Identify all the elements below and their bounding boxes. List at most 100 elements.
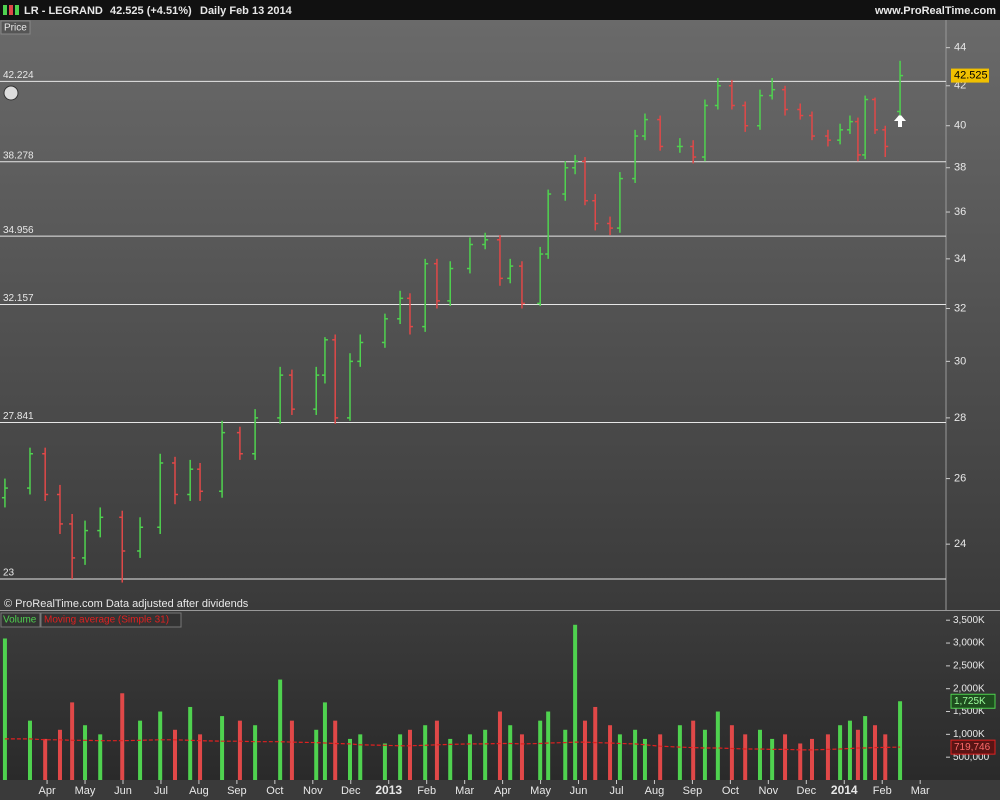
volume-bar <box>729 725 734 780</box>
y-tick-label: 38 <box>954 162 966 174</box>
volume-bar <box>582 720 587 780</box>
y-tick-label: 36 <box>954 206 966 218</box>
x-tick-label: Jun <box>114 785 132 797</box>
marks: 24 26 28 30 32 34 36 38 40 42 44 42.224 38.278 34.956… <box>0 42 996 797</box>
y-tick-label: 28 <box>954 412 966 424</box>
volume-bar <box>770 738 775 780</box>
x-tick-label: Sep <box>227 785 247 797</box>
x-tick-label: Apr <box>494 785 511 797</box>
icon <box>3 5 7 15</box>
volume-bar <box>519 734 524 780</box>
level-label: 23 <box>3 568 15 579</box>
x-tick-label: 2014 <box>831 783 858 797</box>
x-tick-label: Sep <box>683 785 703 797</box>
volume-bar <box>633 729 638 780</box>
level-label: 42.224 <box>3 70 34 81</box>
x-tick-label: Mar <box>911 785 930 797</box>
volume-bar <box>120 693 125 780</box>
x-tick-label: May <box>75 785 96 797</box>
level-label: 38.278 <box>3 150 34 161</box>
x-tick-label: Apr <box>39 785 56 797</box>
x-tick-label: 2013 <box>375 783 402 797</box>
y-tick-label: 24 <box>954 538 966 550</box>
y-tick-label: 1,000K <box>953 729 985 740</box>
x-tick-label: Feb <box>417 785 436 797</box>
volume-bar <box>508 725 513 780</box>
volume-bar <box>448 738 453 780</box>
quote: 42.525 (+4.51%) <box>110 5 192 17</box>
volume-bar <box>382 743 387 780</box>
volume-bar <box>314 729 319 780</box>
volume-bar <box>434 720 439 780</box>
y-tick-label: 34 <box>954 253 966 265</box>
header-bar <box>0 0 1000 20</box>
y-tick-label: 44 <box>954 42 966 54</box>
price-axis <box>946 20 1000 610</box>
volume-bar <box>358 734 363 780</box>
volume-bar <box>278 679 283 780</box>
y-tick-label: 2,500K <box>953 661 985 672</box>
last-value-box <box>950 739 996 755</box>
x-tick-label: Jul <box>154 785 168 797</box>
y-tick-label: 30 <box>954 355 966 367</box>
volume-bar <box>538 720 543 780</box>
price-panel <box>0 20 946 610</box>
volume-bar <box>642 738 647 780</box>
icon <box>9 5 13 15</box>
y-tick-label: 1,500K <box>953 706 985 717</box>
volume-bar <box>825 734 830 780</box>
volume-bar <box>83 725 88 780</box>
y-tick-label: 42 <box>954 80 966 92</box>
volume-bar <box>702 729 707 780</box>
x-tick-label: Jul <box>609 785 623 797</box>
volume-bar <box>838 725 843 780</box>
volume-bar <box>883 734 888 780</box>
volume-bar <box>348 738 353 780</box>
arrow-icon <box>894 114 906 127</box>
volume-bar <box>855 729 860 780</box>
volume-bar <box>847 720 852 780</box>
volume-bar <box>237 720 242 780</box>
y-tick-label: 3,500K <box>953 615 985 626</box>
y-tick-label: 500,000 <box>953 752 990 763</box>
volume-bar <box>546 711 551 780</box>
last-value-box <box>950 693 996 709</box>
y-tick-label: 40 <box>954 120 966 132</box>
volume-bar <box>658 734 663 780</box>
volume-bar <box>333 720 338 780</box>
x-tick-label: Feb <box>873 785 892 797</box>
y-tick-label: 32 <box>954 302 966 314</box>
period: Daily Feb 13 2014 <box>200 5 293 17</box>
volume-bar <box>253 725 258 780</box>
x-tick-label: Dec <box>341 785 361 797</box>
volume-bar <box>497 711 502 780</box>
volume-bar <box>743 734 748 780</box>
x-tick-label: Dec <box>797 785 817 797</box>
volume-bar <box>188 706 193 780</box>
alert-icon[interactable] <box>3 85 19 101</box>
legend-volume: Volume <box>3 615 37 626</box>
volume-bar <box>398 734 403 780</box>
volume-bar <box>158 711 163 780</box>
y-tick-label: 3,000K <box>953 638 985 649</box>
x-tick-label: Aug <box>189 785 209 797</box>
last-price-box <box>951 68 989 83</box>
volume-bar <box>407 729 412 780</box>
volume-bar <box>677 725 682 780</box>
volume-bar <box>173 729 178 780</box>
volume-bar <box>573 624 578 780</box>
level-label: 27.841 <box>3 411 34 422</box>
volume-bar <box>798 743 803 780</box>
volume-bar <box>483 729 488 780</box>
legend-box <box>40 612 182 628</box>
volume-bar <box>2 638 7 780</box>
volume-bar <box>70 702 75 780</box>
last-value: 1,725K <box>954 696 986 707</box>
volume-bar <box>757 729 762 780</box>
legend-box <box>0 612 41 628</box>
volume-bar <box>593 706 598 780</box>
volume-bar <box>220 716 225 780</box>
legend-ma: Moving average (Simple 31) <box>44 615 169 626</box>
volume-bar <box>809 738 814 780</box>
volume-bar <box>467 734 472 780</box>
